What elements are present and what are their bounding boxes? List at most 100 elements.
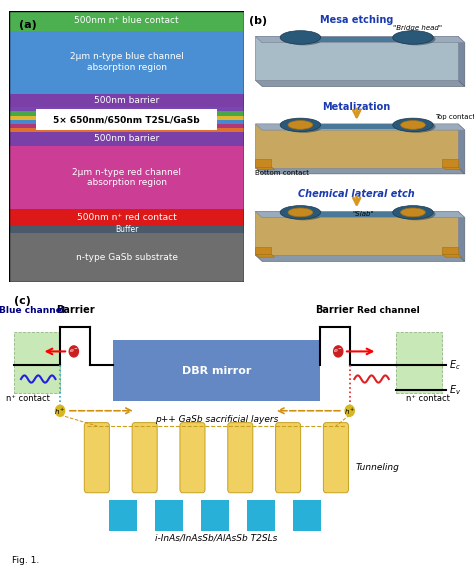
Text: (c): (c) [14, 296, 31, 306]
Polygon shape [255, 124, 465, 130]
Bar [9, 128, 244, 132]
Ellipse shape [284, 208, 323, 220]
Circle shape [69, 346, 78, 357]
Bar [9, 31, 244, 93]
Text: 5× 650nm/650nm T2SL/GaSb: 5× 650nm/650nm T2SL/GaSb [54, 115, 200, 124]
Polygon shape [255, 36, 458, 80]
Text: "Bridge head": "Bridge head" [393, 25, 442, 31]
Text: Chemical lateral etch: Chemical lateral etch [298, 189, 415, 199]
Bar [9, 111, 244, 116]
Polygon shape [255, 80, 465, 87]
Bar [9, 11, 244, 31]
Ellipse shape [280, 31, 321, 44]
Polygon shape [458, 211, 465, 261]
Text: Fig. 1.: Fig. 1. [12, 556, 39, 565]
Text: n⁺ contact: n⁺ contact [6, 394, 50, 403]
Bar [9, 124, 244, 128]
Bar [9, 116, 244, 120]
FancyBboxPatch shape [275, 422, 301, 492]
Bar [255, 247, 271, 254]
Polygon shape [255, 211, 465, 218]
FancyBboxPatch shape [132, 422, 157, 492]
Ellipse shape [397, 33, 436, 46]
Text: $h^+$: $h^+$ [55, 406, 66, 417]
Ellipse shape [401, 120, 425, 129]
Text: 500nm n⁺ red contact: 500nm n⁺ red contact [77, 213, 177, 222]
Bar [9, 93, 244, 107]
Bar [9, 233, 244, 282]
FancyBboxPatch shape [396, 332, 442, 393]
Text: $e^-$: $e^-$ [333, 348, 343, 355]
Text: i-InAs/InAsSb/AlAsSb T2SLs: i-InAs/InAsSb/AlAsSb T2SLs [155, 534, 278, 543]
Text: Top contact: Top contact [436, 113, 474, 120]
Text: 500nm n⁺ blue contact: 500nm n⁺ blue contact [74, 17, 179, 26]
Text: 500nm barrier: 500nm barrier [94, 135, 159, 144]
Bar [442, 247, 458, 254]
Circle shape [334, 346, 343, 357]
Text: $e^-$: $e^-$ [69, 348, 79, 355]
Polygon shape [255, 168, 465, 174]
Polygon shape [255, 36, 465, 43]
Ellipse shape [280, 206, 321, 219]
Bar [201, 500, 229, 531]
Text: Blue channel: Blue channel [0, 306, 65, 315]
Polygon shape [255, 255, 465, 261]
Text: Mesa etching: Mesa etching [320, 15, 393, 25]
Text: Buffer: Buffer [115, 225, 138, 234]
Text: (a): (a) [19, 19, 36, 30]
Polygon shape [458, 36, 465, 87]
Text: p++ GaSb sacrificial layers: p++ GaSb sacrificial layers [155, 415, 278, 424]
Text: 2μm n-type blue channel
absorption region: 2μm n-type blue channel absorption regio… [70, 52, 184, 72]
Ellipse shape [284, 33, 323, 46]
Text: Tunneling: Tunneling [356, 463, 399, 472]
Text: Bottom contact: Bottom contact [255, 170, 310, 176]
Ellipse shape [284, 120, 323, 133]
Polygon shape [255, 166, 274, 170]
Text: Metalization: Metalization [323, 103, 391, 112]
Bar [155, 500, 183, 531]
Text: Red channel: Red channel [357, 306, 420, 315]
Bar [293, 500, 321, 531]
Ellipse shape [280, 118, 321, 132]
Bar [113, 340, 320, 401]
Bar [9, 132, 244, 146]
Bar [301, 37, 413, 42]
Text: 2μm n-type red channel
absorption region: 2μm n-type red channel absorption region [73, 168, 181, 187]
Text: n⁺ contact: n⁺ contact [406, 394, 450, 403]
Bar [9, 146, 244, 209]
Polygon shape [442, 166, 461, 170]
Circle shape [55, 405, 64, 416]
Text: n-type GaSb substrate: n-type GaSb substrate [76, 253, 178, 262]
Bar [9, 107, 244, 111]
Bar [255, 159, 271, 166]
Bar [9, 209, 244, 226]
Bar [109, 500, 137, 531]
Polygon shape [255, 211, 458, 255]
Bar [247, 500, 275, 531]
Ellipse shape [401, 208, 425, 217]
Ellipse shape [288, 120, 313, 129]
Text: $E_v$: $E_v$ [448, 383, 461, 397]
Ellipse shape [392, 206, 433, 219]
Bar [301, 124, 413, 129]
FancyBboxPatch shape [323, 422, 348, 492]
Text: Barrier: Barrier [316, 305, 354, 315]
FancyBboxPatch shape [228, 422, 253, 492]
Ellipse shape [392, 118, 433, 132]
FancyBboxPatch shape [36, 109, 217, 131]
Text: (b): (b) [248, 15, 267, 26]
Text: $E_c$: $E_c$ [448, 359, 460, 372]
Polygon shape [255, 254, 274, 257]
Ellipse shape [288, 208, 313, 217]
Polygon shape [442, 254, 461, 257]
FancyBboxPatch shape [180, 422, 205, 492]
Text: 500nm barrier: 500nm barrier [94, 96, 159, 105]
Text: Barrier: Barrier [55, 305, 94, 315]
Polygon shape [255, 124, 458, 168]
FancyBboxPatch shape [84, 422, 109, 492]
Polygon shape [458, 124, 465, 174]
Text: $h^+$: $h^+$ [344, 406, 356, 417]
Bar [442, 159, 458, 166]
Text: "Slab": "Slab" [352, 210, 374, 217]
FancyBboxPatch shape [14, 332, 60, 393]
